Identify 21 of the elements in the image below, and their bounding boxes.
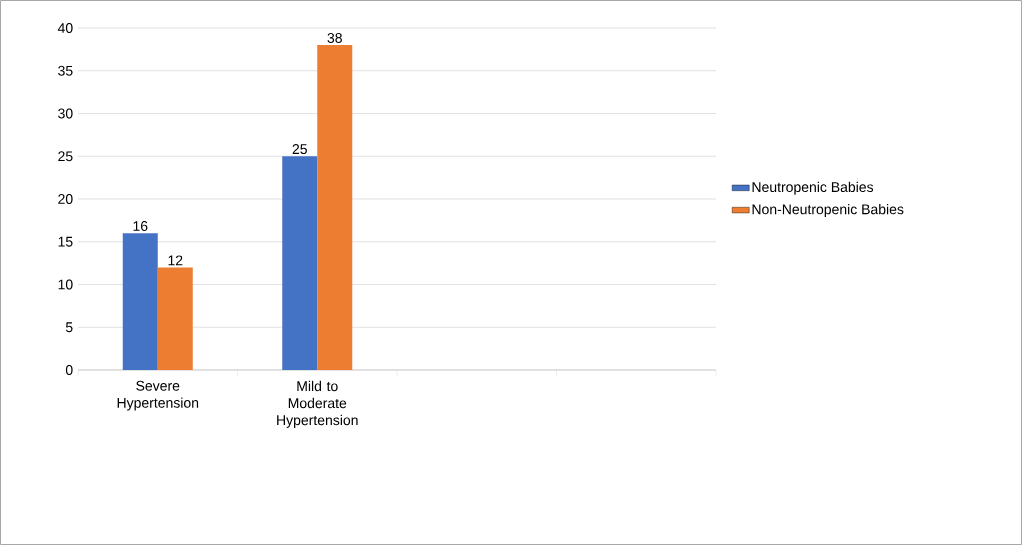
bar bbox=[122, 233, 158, 370]
y-tick-label: 15 bbox=[58, 236, 73, 247]
legend-label: Neutropenic Babies bbox=[752, 181, 874, 195]
data-label: 16 bbox=[133, 221, 148, 231]
data-label: 38 bbox=[327, 32, 342, 43]
legend-label: Non-Neutropenic Babies bbox=[752, 203, 904, 218]
y-tick-label: 30 bbox=[58, 108, 73, 119]
bar bbox=[157, 267, 193, 370]
bar bbox=[282, 156, 318, 370]
x-tick-label: Severe Hypertension bbox=[117, 380, 199, 411]
y-tick-label: 5 bbox=[65, 322, 73, 333]
data-label: 25 bbox=[292, 144, 307, 155]
y-tick-label: 35 bbox=[58, 65, 73, 76]
y-tick-label: 0 bbox=[65, 365, 73, 375]
y-tick-label: 20 bbox=[58, 194, 73, 204]
y-tick-label: 25 bbox=[58, 151, 73, 162]
y-tick-label: 10 bbox=[58, 279, 73, 290]
data-label: 12 bbox=[168, 255, 183, 266]
y-tick-label: 40 bbox=[57, 23, 73, 33]
bar bbox=[317, 45, 353, 370]
x-tick-label: Mild to Moderate Hypertension bbox=[277, 380, 358, 428]
